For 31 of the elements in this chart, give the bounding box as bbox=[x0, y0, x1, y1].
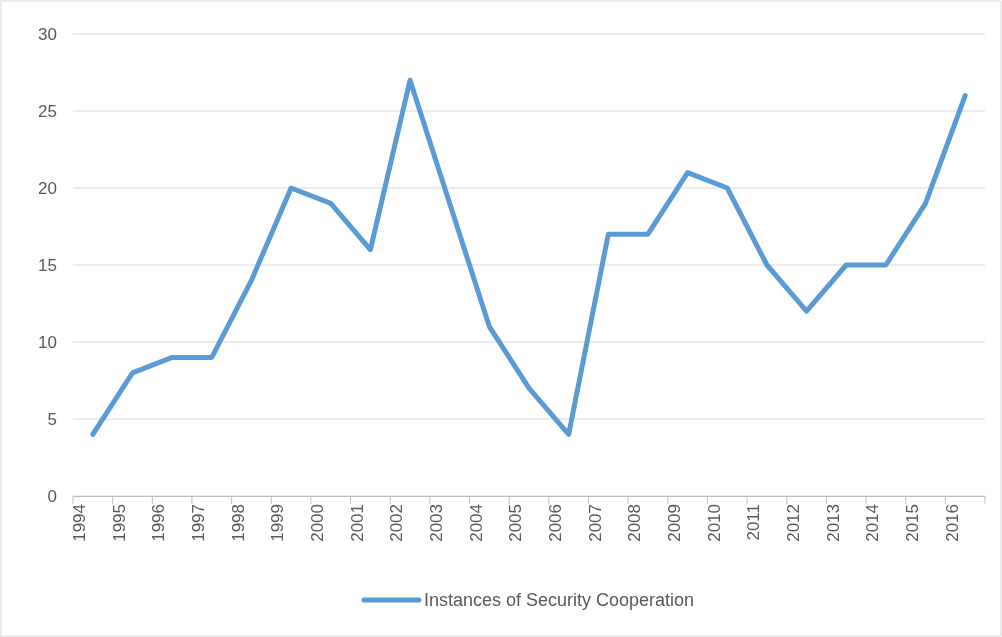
x-tick-label: 2006 bbox=[546, 504, 565, 542]
x-tick-label: 2002 bbox=[387, 504, 407, 542]
x-tick-label: 2012 bbox=[783, 504, 803, 542]
x-tick-label: 2010 bbox=[704, 504, 724, 542]
y-tick-label: 10 bbox=[38, 332, 57, 352]
x-tick-label: 1999 bbox=[268, 504, 288, 542]
x-tick-label: 2004 bbox=[466, 504, 486, 542]
x-tick-label: 2007 bbox=[585, 504, 605, 542]
x-tick-label: 1997 bbox=[189, 504, 209, 542]
x-tick-label: 2013 bbox=[823, 504, 843, 542]
x-tick-label: 2001 bbox=[347, 504, 367, 542]
x-tick-label: 2011 bbox=[744, 504, 764, 541]
y-tick-label: 15 bbox=[38, 255, 57, 275]
y-tick-label: 25 bbox=[38, 101, 57, 121]
y-tick-label: 0 bbox=[47, 486, 57, 506]
y-tick-label: 30 bbox=[38, 24, 57, 44]
x-tick-label: 2003 bbox=[427, 504, 447, 542]
x-tick-label: 2016 bbox=[942, 504, 962, 542]
x-tick-label: 2000 bbox=[308, 504, 328, 542]
x-tick-label: 2005 bbox=[506, 504, 526, 542]
x-tick-label: 2014 bbox=[863, 504, 883, 542]
x-tick-label: 1996 bbox=[149, 504, 169, 542]
x-tick-label: 2009 bbox=[664, 504, 684, 542]
x-tick-label: 2015 bbox=[902, 504, 922, 542]
x-tick-label: 1995 bbox=[109, 504, 129, 542]
x-tick-label: 2008 bbox=[625, 504, 645, 542]
y-tick-label: 5 bbox=[47, 409, 57, 429]
x-tick-label: 1998 bbox=[228, 504, 248, 542]
legend-label: Instances of Security Cooperation bbox=[423, 590, 695, 610]
y-tick-label: 20 bbox=[38, 178, 57, 198]
x-tick-label: 1994 bbox=[70, 504, 90, 542]
